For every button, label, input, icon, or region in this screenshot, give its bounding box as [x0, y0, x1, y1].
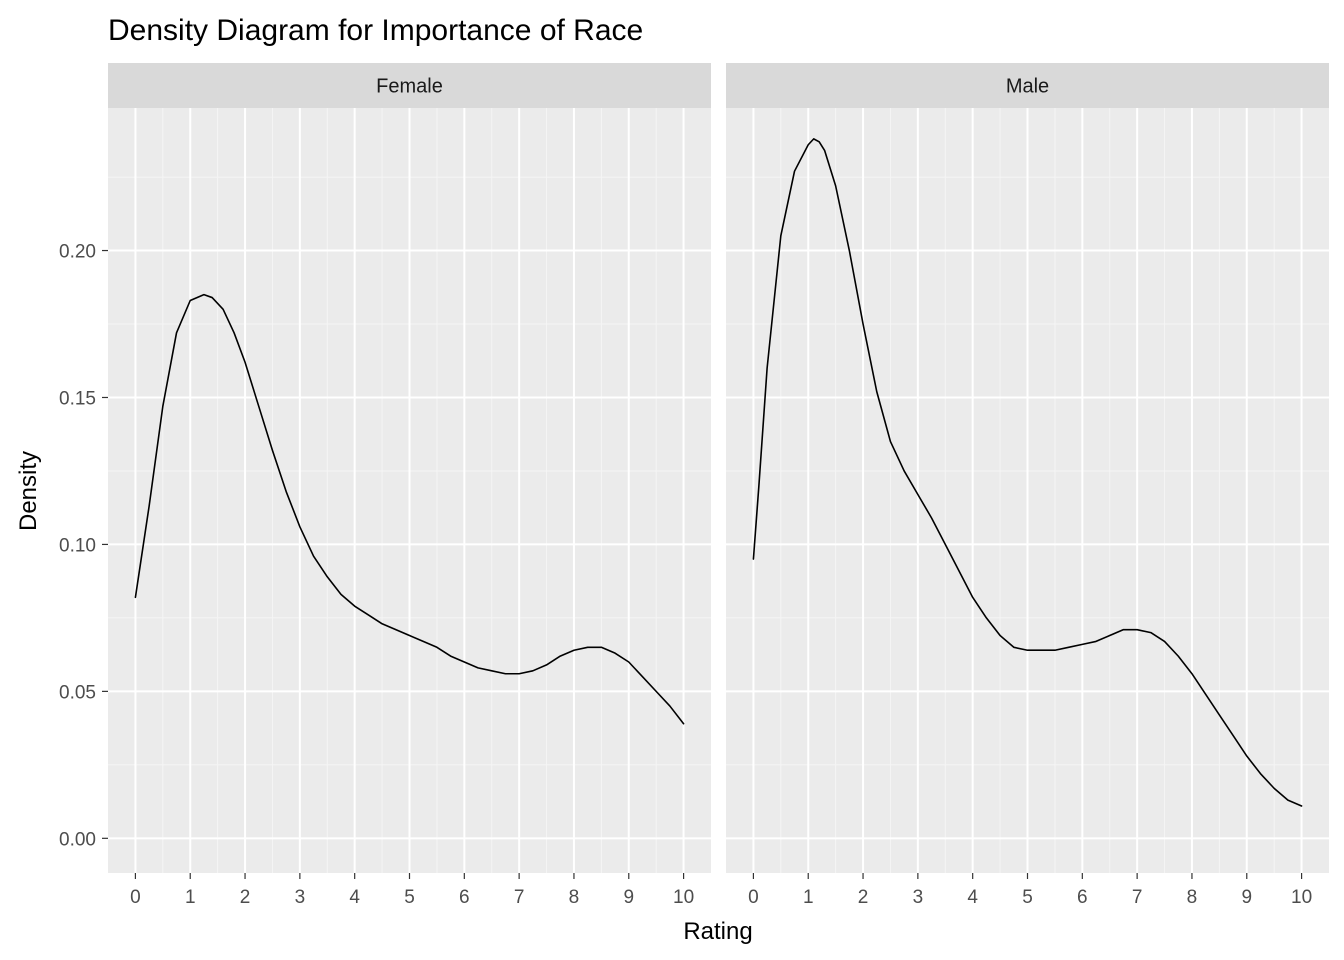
y-tick-label: 0.15 — [59, 388, 96, 409]
x-tick-label: 1 — [185, 887, 196, 908]
x-tick-label: 3 — [913, 887, 924, 908]
x-tick-label: 10 — [673, 887, 694, 908]
x-tick-label: 3 — [295, 887, 306, 908]
y-tick-label: 0.05 — [59, 682, 96, 703]
x-axis-title: Rating — [683, 918, 752, 945]
x-tick-label: 4 — [967, 887, 978, 908]
x-tick-label: 0 — [748, 887, 759, 908]
x-tick-label: 9 — [1241, 887, 1252, 908]
x-tick-label: 4 — [349, 887, 360, 908]
density-line-female — [134, 293, 685, 725]
x-tick-label: 2 — [858, 887, 869, 908]
strip-background — [726, 63, 1329, 108]
strip-label: Female — [376, 76, 443, 98]
x-tick-label: 5 — [1022, 887, 1033, 908]
x-tick-label: 6 — [459, 887, 470, 908]
y-tick-label: 0.20 — [59, 242, 96, 263]
x-tick-label: 7 — [514, 887, 525, 908]
strip-label: Male — [1006, 76, 1049, 98]
strip-background — [108, 63, 711, 108]
chart-title: Density Diagram for Importance of Race — [108, 14, 643, 47]
y-tick-label: 0.10 — [59, 535, 96, 556]
x-tick-label: 10 — [1291, 887, 1312, 908]
x-tick-label: 5 — [404, 887, 415, 908]
x-tick-label: 7 — [1132, 887, 1143, 908]
x-tick-label: 2 — [240, 887, 251, 908]
facet-panel-male: Male 0 1 2 3 4 5 6 7 8 9 10 — [726, 63, 1329, 908]
x-tick-label: 8 — [1187, 887, 1198, 908]
x-tick-label: 1 — [803, 887, 814, 908]
x-tick-label: 0 — [130, 887, 141, 908]
x-tick-label: 9 — [623, 887, 634, 908]
x-tick-label: 8 — [569, 887, 580, 908]
y-axis-title: Density — [15, 451, 42, 531]
facet-panel-female: Female 0 1 2 3 4 5 6 7 8 9 10 0.00 0.05 0.10 0.15 0.20 — [59, 63, 711, 908]
density-line-male — [752, 138, 1303, 807]
y-tick-label: 0.00 — [59, 829, 96, 850]
x-tick-label: 6 — [1077, 887, 1088, 908]
